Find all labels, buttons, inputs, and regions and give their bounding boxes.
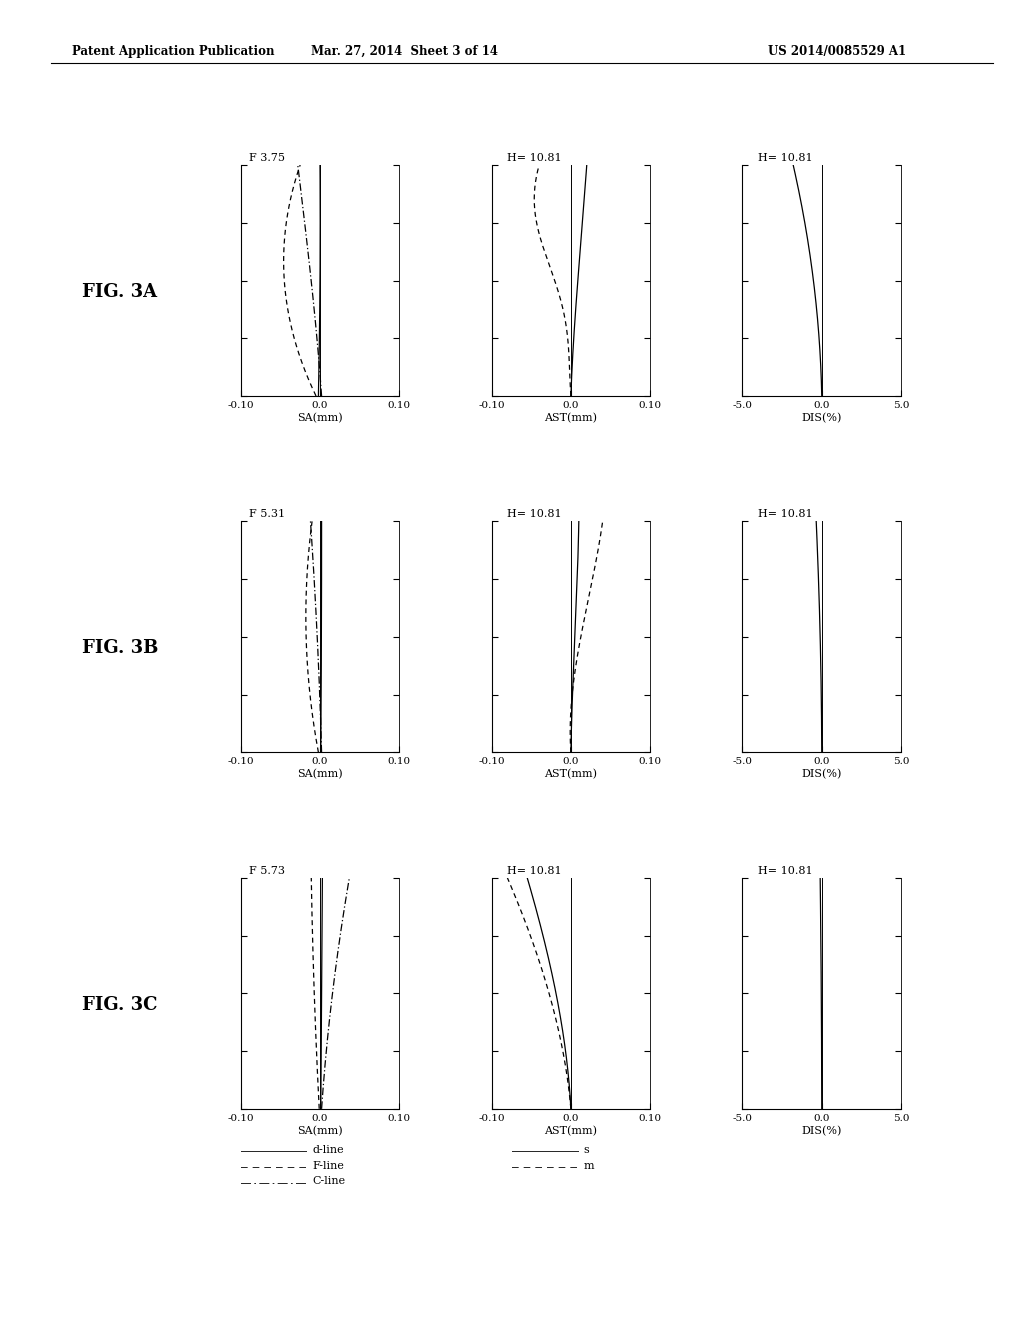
Text: C-line: C-line [312,1176,345,1187]
Text: H= 10.81: H= 10.81 [758,153,813,162]
X-axis label: DIS(%): DIS(%) [802,1126,842,1135]
Text: H= 10.81: H= 10.81 [758,866,813,875]
Text: H= 10.81: H= 10.81 [758,510,813,519]
Text: F 5.31: F 5.31 [249,510,285,519]
X-axis label: AST(mm): AST(mm) [545,770,597,779]
Text: FIG. 3C: FIG. 3C [82,995,158,1014]
X-axis label: SA(mm): SA(mm) [297,413,343,422]
Text: m: m [584,1160,594,1171]
Text: F-line: F-line [312,1160,344,1171]
Text: F 3.75: F 3.75 [249,153,285,162]
X-axis label: AST(mm): AST(mm) [545,413,597,422]
Text: F 5.73: F 5.73 [249,866,285,875]
X-axis label: SA(mm): SA(mm) [297,770,343,779]
X-axis label: AST(mm): AST(mm) [545,1126,597,1135]
Text: d-line: d-line [312,1144,344,1155]
Text: H= 10.81: H= 10.81 [508,866,562,875]
Text: FIG. 3A: FIG. 3A [82,282,157,301]
Text: Mar. 27, 2014  Sheet 3 of 14: Mar. 27, 2014 Sheet 3 of 14 [311,45,498,58]
Text: Patent Application Publication: Patent Application Publication [72,45,274,58]
Text: H= 10.81: H= 10.81 [508,510,562,519]
Text: US 2014/0085529 A1: US 2014/0085529 A1 [768,45,906,58]
X-axis label: DIS(%): DIS(%) [802,413,842,422]
X-axis label: DIS(%): DIS(%) [802,770,842,779]
Text: H= 10.81: H= 10.81 [508,153,562,162]
X-axis label: SA(mm): SA(mm) [297,1126,343,1135]
Text: FIG. 3B: FIG. 3B [82,639,159,657]
Text: s: s [584,1144,590,1155]
